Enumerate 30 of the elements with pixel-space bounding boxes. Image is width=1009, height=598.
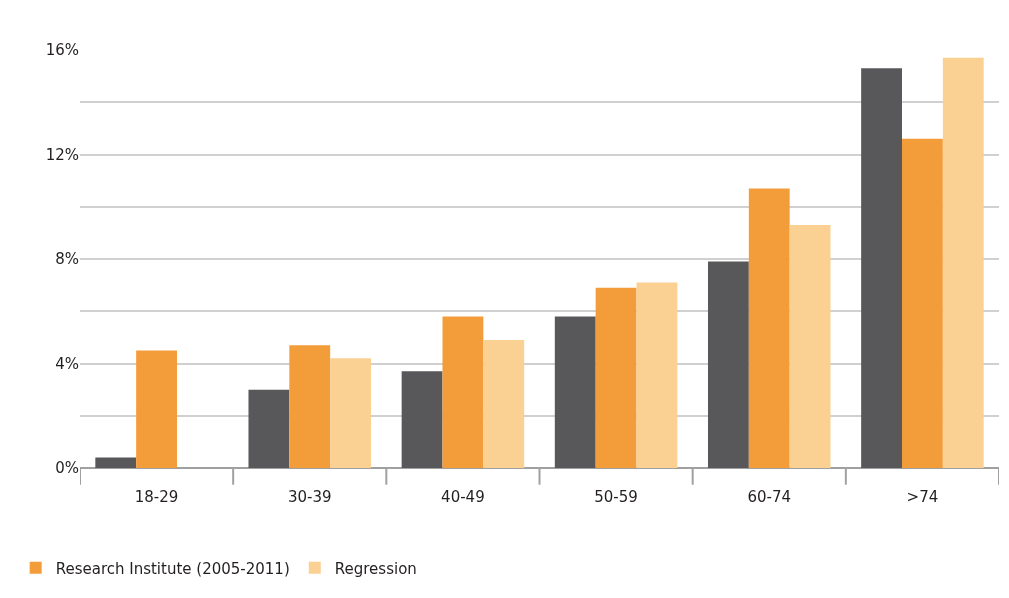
bar — [901, 138, 943, 468]
y-tick-label: 8% — [55, 250, 79, 269]
bar — [483, 339, 525, 468]
bar — [289, 345, 331, 468]
bar — [330, 358, 372, 468]
bar — [554, 316, 596, 468]
bar — [942, 57, 984, 468]
bar — [442, 316, 484, 468]
bar — [136, 350, 178, 468]
y-tick-label: 4% — [55, 354, 79, 373]
y-tick-label: 0% — [55, 459, 79, 478]
y-tick-label: 12% — [45, 145, 79, 164]
bar — [861, 68, 902, 468]
x-tick-label: 60-74 — [747, 488, 792, 506]
y-tick-label: 16% — [45, 41, 79, 60]
bar — [789, 225, 831, 468]
bar — [248, 389, 290, 468]
legend-label: Regression — [334, 559, 417, 578]
x-tick-label: >74 — [906, 488, 939, 506]
bar — [95, 457, 137, 468]
x-tick-label: 50-59 — [594, 488, 638, 506]
x-tick-label: 18-29 — [134, 488, 179, 506]
bar — [748, 188, 790, 468]
x-tick-label: 40-49 — [441, 488, 485, 506]
bar — [707, 261, 749, 468]
bar — [636, 282, 678, 468]
bar — [595, 287, 637, 468]
legend-label: Research Institute (2005-2011) — [55, 559, 290, 578]
x-tick-label: 30-39 — [287, 488, 332, 506]
bar — [401, 371, 443, 468]
